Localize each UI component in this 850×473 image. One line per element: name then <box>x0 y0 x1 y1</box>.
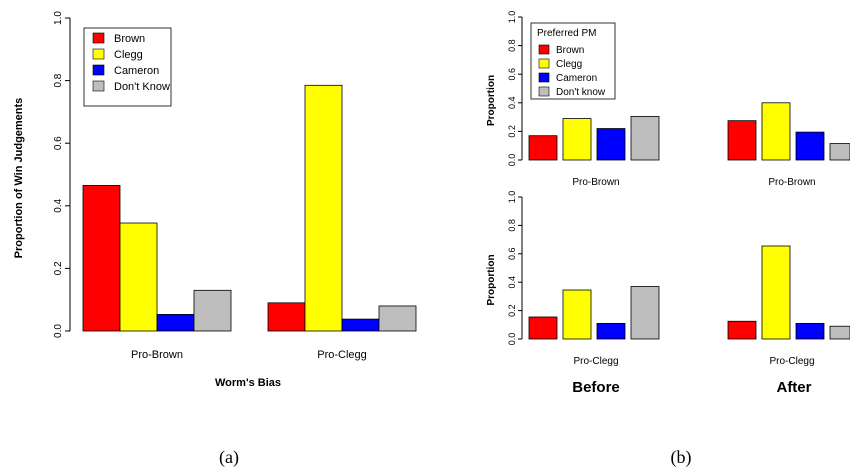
mini-y-tick-label: 0.8 <box>507 219 517 232</box>
legend-label-don-t-know: Don't know <box>556 87 606 98</box>
chart-b-after-pro-clegg: Pro-Clegg <box>727 245 850 367</box>
bar-b2-don-t-know <box>829 143 850 161</box>
bar-pro-brown-cameron <box>156 314 195 332</box>
mini-y-tick-label: 0.2 <box>507 125 517 138</box>
bar-pro-clegg-brown <box>267 302 306 332</box>
bar-pro-brown-brown <box>82 185 121 332</box>
chart-a-x-axis-title: Worm's Bias <box>215 377 281 389</box>
chart-a-y-axis-title: Proportion of Win Judgements <box>13 98 25 259</box>
mini-y-tick-label: 0.0 <box>507 154 517 167</box>
chart-b: 0.0 0.2 0.4 0.6 0.8 1.0 Proportion Pro-Brown Pr… <box>486 11 850 396</box>
legend-swatch-clegg <box>538 58 550 69</box>
chart-a-y-tick-label: 1.0 <box>53 11 64 25</box>
chart-a-x-tick-label: Pro-Brown <box>131 349 183 361</box>
mini-y-tick-label: 0.0 <box>507 333 517 346</box>
mini-y-tick-label: 0.4 <box>507 97 517 110</box>
bar-b4-don-t-know <box>829 325 850 340</box>
chart-b-legend-title: Preferred PM <box>537 28 596 39</box>
bar-b1-brown <box>528 135 558 161</box>
mini-y-tick-label: 1.0 <box>507 191 517 204</box>
legend-swatch-brown <box>92 32 105 44</box>
legend-label-cameron: Cameron <box>556 73 597 84</box>
bar-b2-cameron <box>795 131 825 161</box>
chart-a-y-tick-label: 0.2 <box>53 261 64 275</box>
chart-a-bars <box>82 84 417 332</box>
mini-y-tick-label: 0.2 <box>507 304 517 317</box>
chart-b-after-label: After <box>776 379 811 396</box>
bar-pro-brown-don-t-know <box>193 289 232 332</box>
chart-a-y-axis: 0.0 0.2 0.4 0.6 0.8 1.0 <box>53 11 71 338</box>
bar-pro-clegg-clegg <box>304 84 343 332</box>
chart-a-y-tick-label: 0.0 <box>53 324 64 338</box>
bar-b3-brown <box>528 316 558 340</box>
chart-b-after-pro-brown: Pro-Brown <box>727 102 850 188</box>
chart-a-legend-box <box>83 27 172 107</box>
mini-y-tick-label: 0.6 <box>507 248 517 261</box>
mini-x-tick-label: Pro-Clegg <box>573 356 618 367</box>
mini-y-tick-label: 0.6 <box>507 68 517 81</box>
legend-swatch-don-t-know <box>538 86 550 97</box>
legend-swatch-cameron <box>92 64 105 76</box>
caption-b: (b) <box>671 447 692 468</box>
bar-pro-clegg-cameron <box>341 318 380 332</box>
legend-label-brown: Brown <box>114 33 145 45</box>
bar-b2-clegg <box>761 102 791 161</box>
mini-y-tick-label: 0.8 <box>507 39 517 52</box>
legend-swatch-clegg <box>92 48 105 60</box>
mini-y-tick-label: 1.0 <box>507 11 517 24</box>
legend-label-don-t-know: Don't Know <box>114 81 170 93</box>
bar-b3-clegg <box>562 289 592 340</box>
chart-a-legend: Brown Clegg Cameron Don't Know <box>83 27 172 107</box>
bar-b4-brown <box>727 320 757 340</box>
bar-pro-brown-clegg <box>119 222 158 332</box>
mini-x-tick-label: Pro-Brown <box>572 177 619 188</box>
chart-b-legend: Preferred PM Brown Clegg Cameron Don't know <box>530 22 616 100</box>
mini-y-axis-title: Proportion <box>486 254 497 305</box>
legend-swatch-brown <box>538 44 550 55</box>
mini-y-axis-title: Proportion <box>486 75 497 126</box>
bar-b2-brown <box>727 120 757 161</box>
bar-b4-clegg <box>761 245 791 340</box>
bar-b1-don-t-know <box>630 115 660 161</box>
chart-a-x-tick-labels: Pro-Brown Pro-Clegg <box>131 349 367 361</box>
bar-pro-clegg-don-t-know <box>378 305 417 332</box>
bar-b1-clegg <box>562 118 592 161</box>
chart-b-before-pro-brown: 0.0 0.2 0.4 0.6 0.8 1.0 Proportion Pro-Brown <box>486 11 660 188</box>
chart-a-x-tick-label: Pro-Clegg <box>317 349 367 361</box>
bar-b3-cameron <box>596 322 626 340</box>
mini-x-tick-label: Pro-Brown <box>768 177 815 188</box>
legend-swatch-cameron <box>538 72 550 83</box>
chart-b-before-label: Before <box>572 379 620 396</box>
legend-swatch-don-t-know <box>92 80 105 92</box>
chart-b-before-pro-clegg: 0.0 0.2 0.4 0.6 0.8 1.0 Proportion Pro-Clegg <box>486 191 660 367</box>
legend-label-clegg: Clegg <box>556 59 582 70</box>
bar-b4-cameron <box>795 322 825 340</box>
mini-x-tick-label: Pro-Clegg <box>769 356 814 367</box>
bar-b1-cameron <box>596 128 626 161</box>
caption-a: (a) <box>219 447 239 468</box>
chart-a: 0.0 0.2 0.4 0.6 0.8 1.0 Pro-Brown Pro-Clegg Pr… <box>13 11 417 389</box>
legend-label-brown: Brown <box>556 45 584 56</box>
bar-b3-don-t-know <box>630 286 660 340</box>
legend-label-clegg: Clegg <box>114 49 143 61</box>
chart-a-y-tick-label: 0.6 <box>53 136 64 150</box>
chart-a-y-tick-label: 0.4 <box>53 198 64 212</box>
chart-a-y-tick-label: 0.8 <box>53 73 64 87</box>
legend-label-cameron: Cameron <box>114 65 159 77</box>
mini-y-tick-label: 0.4 <box>507 276 517 289</box>
